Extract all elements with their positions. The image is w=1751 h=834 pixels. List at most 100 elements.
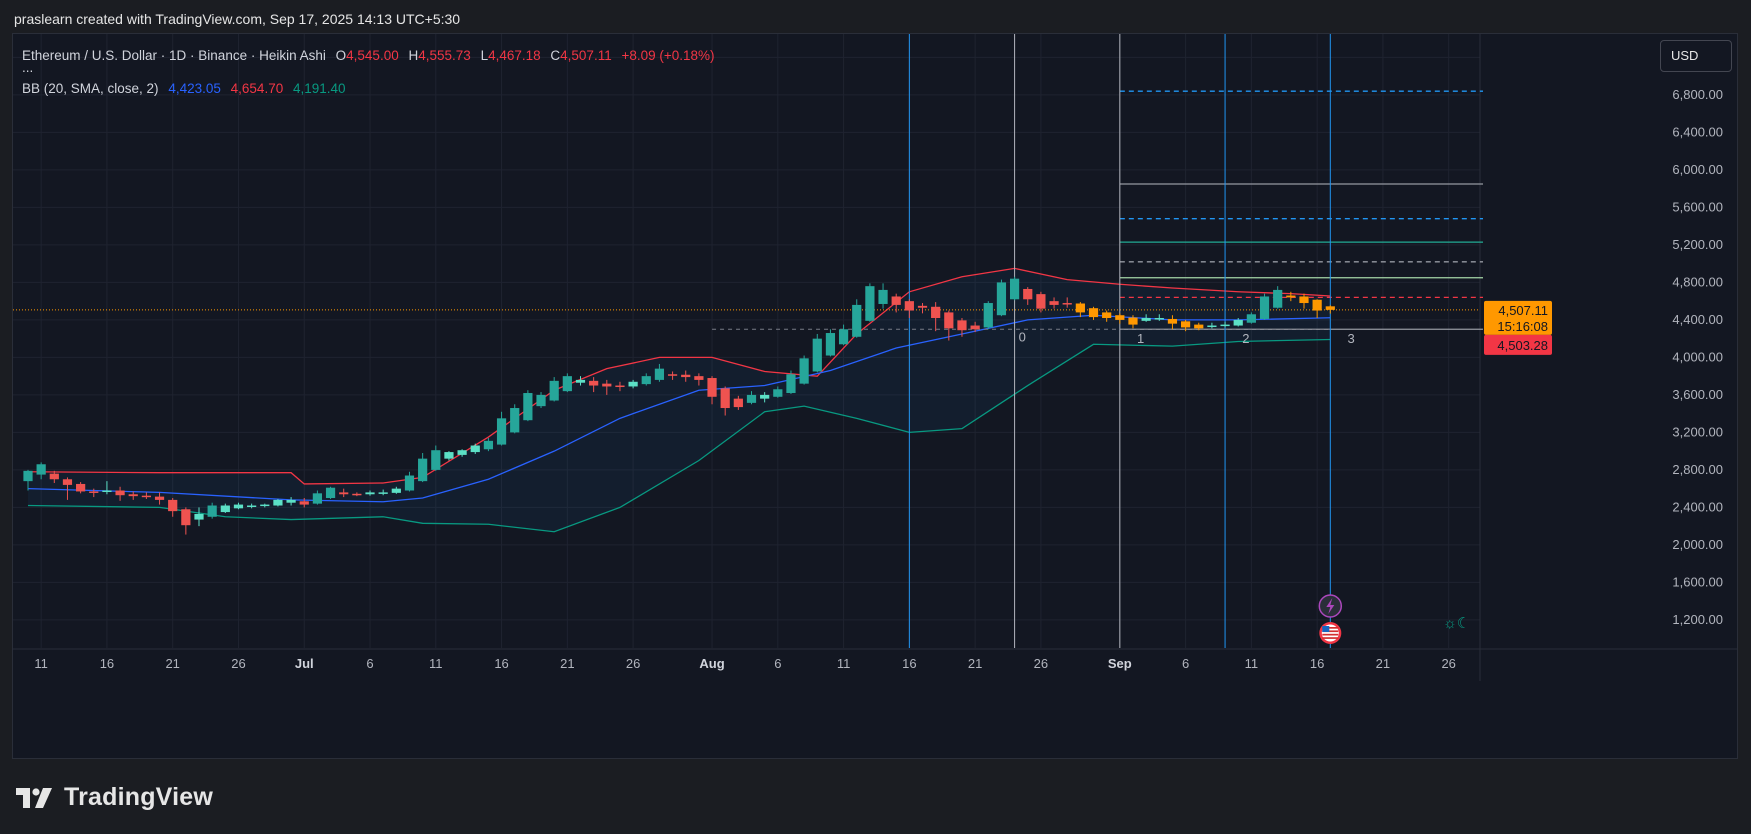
- candle: [154, 492, 165, 505]
- candle-body: [760, 394, 770, 399]
- candle: [404, 471, 415, 492]
- candle: [944, 310, 954, 341]
- candle-body: [746, 394, 757, 403]
- time-tick-label: 11: [1245, 656, 1259, 671]
- candle: [878, 283, 888, 309]
- candle-body: [1023, 288, 1033, 300]
- price-tick-label: 5,600.00: [1672, 199, 1723, 214]
- candle: [838, 324, 849, 346]
- candle-body: [128, 494, 138, 497]
- candle: [1259, 293, 1270, 320]
- candle: [957, 318, 967, 337]
- tradingview-logo[interactable]: TradingView: [16, 783, 213, 812]
- candle: [496, 411, 507, 446]
- candle: [325, 486, 336, 499]
- time-tick-label: 26: [1441, 656, 1455, 671]
- candle-body: [865, 286, 875, 321]
- candle-body: [273, 499, 283, 506]
- candle-body: [339, 492, 349, 495]
- time-tick-label: 16: [902, 656, 916, 671]
- candle: [62, 477, 73, 500]
- candle: [141, 492, 151, 499]
- time-tick-label: 11: [34, 656, 48, 671]
- countdown-value: 15:16:08: [1497, 319, 1548, 334]
- candle-body: [1233, 319, 1243, 326]
- candle: [1115, 313, 1125, 324]
- candle-body: [1062, 303, 1072, 305]
- candle: [799, 355, 809, 385]
- candle: [418, 453, 428, 483]
- time-tick-label: 26: [626, 656, 640, 671]
- candle-body: [891, 296, 901, 305]
- candle-body: [1128, 317, 1138, 325]
- candle: [247, 503, 257, 509]
- candle: [457, 449, 467, 457]
- candle: [1246, 312, 1256, 324]
- candle-body: [76, 483, 86, 492]
- candle: [102, 481, 112, 495]
- attribution-text: praslearn created with TradingView.com, …: [14, 11, 461, 27]
- candle-body: [1088, 308, 1099, 318]
- candle: [1128, 315, 1138, 329]
- candle-body: [23, 470, 33, 482]
- candle-body: [1194, 324, 1204, 329]
- time-tick-label: Sep: [1108, 656, 1132, 671]
- candle: [615, 381, 625, 392]
- candle: [733, 395, 743, 410]
- price-tick-label: 2,800.00: [1672, 462, 1723, 477]
- candle: [707, 376, 717, 405]
- candle-body: [667, 374, 678, 376]
- marker-price-tag: 4,503.28: [1484, 334, 1552, 355]
- time-tick-label: 16: [100, 656, 114, 671]
- candle-body: [1180, 321, 1191, 328]
- candle: [812, 333, 822, 373]
- currency-button[interactable]: USD: [1660, 40, 1732, 72]
- time-tick-label: 6: [366, 656, 373, 671]
- annotations: ☼☾: [1318, 594, 1470, 644]
- last-price-value: 4,507.11: [1498, 303, 1548, 318]
- candle: [523, 390, 533, 422]
- time-tick-label: 21: [1376, 656, 1390, 671]
- candle: [681, 370, 691, 382]
- candle: [444, 451, 454, 461]
- candle-body: [49, 473, 59, 480]
- candle-body: [1115, 315, 1125, 320]
- candle: [1194, 322, 1204, 331]
- candle-body: [115, 490, 125, 496]
- time-tick-label: 21: [560, 656, 574, 671]
- time-tick-label: Jul: [295, 656, 314, 671]
- candle-body: [628, 381, 638, 387]
- candle: [1207, 322, 1217, 329]
- candle: [575, 376, 586, 386]
- candle: [168, 498, 178, 517]
- candle-body: [483, 440, 494, 450]
- candle-body: [510, 408, 520, 433]
- candle: [760, 392, 770, 403]
- candle-body: [812, 338, 822, 372]
- candle: [23, 469, 33, 491]
- candle: [667, 371, 678, 380]
- candle: [352, 492, 362, 497]
- cycle-label: 2: [1242, 331, 1249, 346]
- candle: [917, 303, 928, 314]
- candle-body: [312, 493, 323, 504]
- candle-body: [418, 458, 428, 482]
- time-tick-label: 16: [1310, 656, 1324, 671]
- time-tick-label: Aug: [699, 656, 724, 671]
- candle: [1325, 305, 1335, 314]
- candle: [1286, 291, 1296, 302]
- time-tick-label: 11: [837, 656, 851, 671]
- candle-body: [141, 495, 151, 498]
- candle: [299, 498, 309, 508]
- candle: [1141, 314, 1151, 322]
- cycle-label: 1: [1137, 331, 1144, 346]
- candle: [602, 379, 612, 395]
- price-tick-label: 4,000.00: [1672, 349, 1723, 364]
- candle-body: [496, 418, 507, 445]
- candle-body: [194, 513, 204, 520]
- price-tick-label: 4,400.00: [1672, 312, 1723, 327]
- candle: [431, 445, 441, 471]
- bb-upper-line: [27, 267, 1331, 485]
